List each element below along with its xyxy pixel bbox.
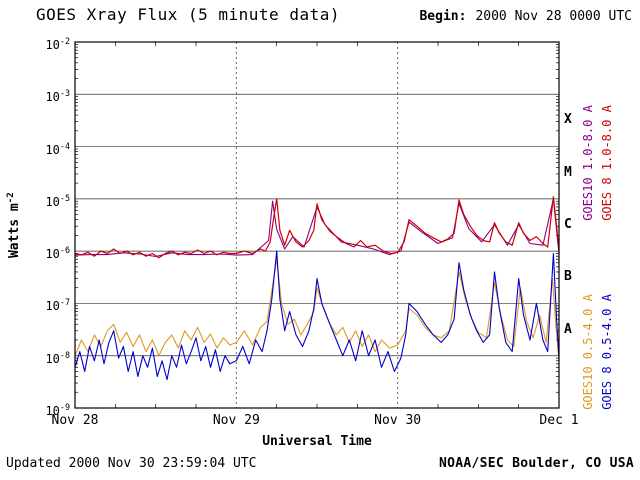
series-label-goes10-1-0-8-0-a: GOES10 1.0-8.0 A bbox=[581, 105, 595, 221]
series-line-goes10-0-5-4-0-a bbox=[75, 258, 559, 361]
flare-class-label-a: A bbox=[564, 321, 572, 337]
series-label-goes-8-0-5-4-0-a: GOES 8 0.5-4.0 A bbox=[600, 294, 614, 410]
flare-class-label-c: C bbox=[564, 217, 572, 232]
y-axis-title: Watts m-2 bbox=[6, 163, 22, 287]
begin-time: Begin: 2000 Nov 28 0000 UTC bbox=[419, 9, 632, 24]
x-tick-label: Nov 30 bbox=[374, 413, 422, 428]
plot-frame bbox=[74, 41, 560, 409]
series-label-goes10-0-5-4-0-a: GOES10 0.5-4.0 A bbox=[581, 294, 595, 410]
y-tick-label: 10-8 bbox=[45, 349, 70, 366]
page-title: GOES Xray Flux (5 minute data) bbox=[36, 5, 340, 24]
x-tick-label: Nov 28 bbox=[51, 413, 99, 428]
series-label-goes-8-1-0-8-0-a: GOES 8 1.0-8.0 A bbox=[600, 105, 614, 221]
series-line-goes-8-0-5-4-0-a bbox=[75, 250, 559, 381]
flare-class-label-m: M bbox=[564, 164, 572, 180]
begin-label: Begin: bbox=[419, 9, 467, 24]
x-tick-label: Nov 29 bbox=[212, 413, 260, 428]
begin-value: 2000 Nov 28 0000 UTC bbox=[475, 9, 632, 24]
updated-timestamp: Updated 2000 Nov 30 23:59:04 UTC bbox=[6, 456, 257, 471]
y-tick-label: 10-9 bbox=[45, 402, 70, 418]
x-tick-label: Dec 1 bbox=[539, 413, 579, 428]
y-tick-label: 10-3 bbox=[45, 88, 70, 105]
source-credit: NOAA/SEC Boulder, CO USA bbox=[438, 456, 634, 471]
x-axis-title: Universal Time bbox=[262, 434, 372, 449]
y-tick-label: 10-7 bbox=[45, 297, 70, 314]
y-tick-label: 10-6 bbox=[45, 245, 70, 262]
y-tick-label: 10-2 bbox=[45, 36, 70, 52]
series-line-goes-8-1-0-8-0-a bbox=[75, 196, 559, 259]
y-axis-title-text: Watts m bbox=[7, 203, 23, 259]
flare-class-label-b: B bbox=[564, 269, 572, 285]
y-axis-title-exponent: -2 bbox=[5, 192, 16, 204]
y-tick-label: 10-5 bbox=[45, 192, 70, 209]
y-tick-label: 10-4 bbox=[45, 140, 70, 157]
flare-class-label-x: X bbox=[564, 112, 572, 128]
